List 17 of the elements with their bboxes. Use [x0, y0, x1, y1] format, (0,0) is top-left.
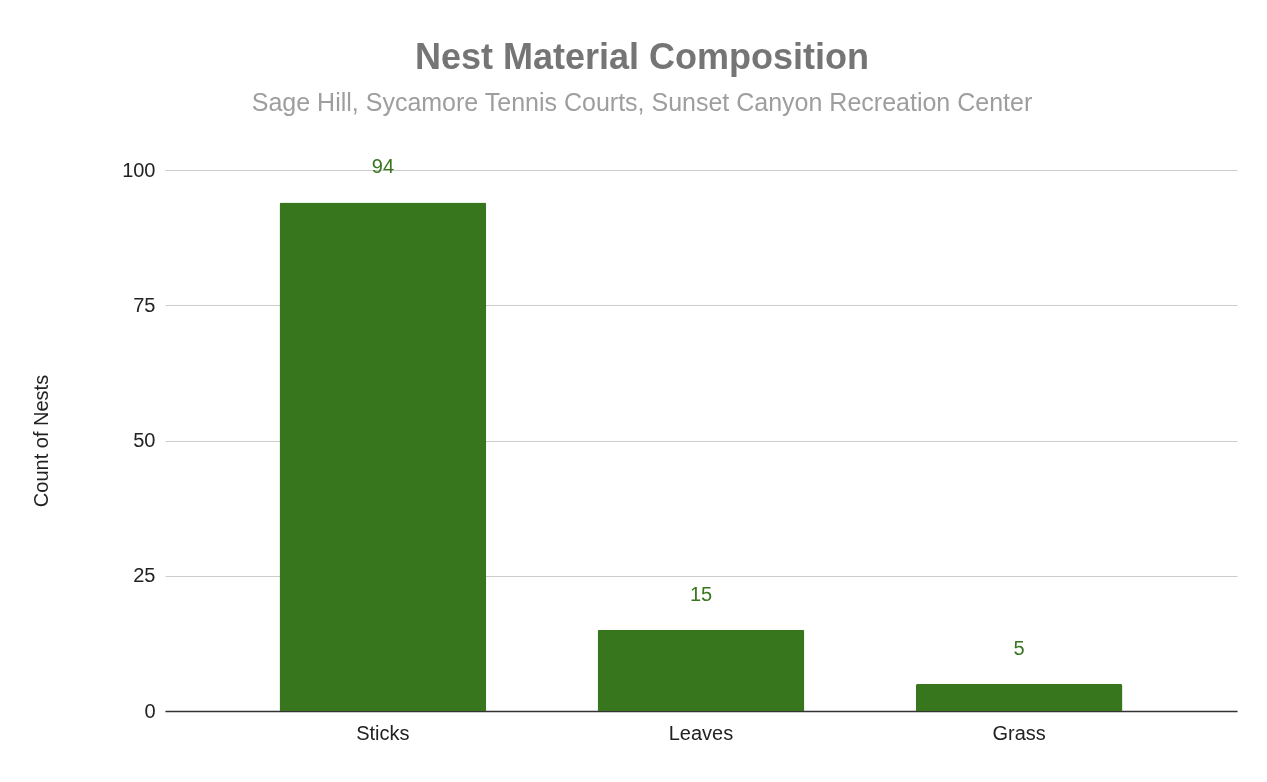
data-label: 5 — [1013, 636, 1025, 659]
y-tick-label: 100 — [122, 158, 156, 181]
bar — [597, 629, 805, 711]
bar — [279, 202, 487, 711]
chart-title: Nest Material Composition — [414, 36, 870, 78]
y-axis-title: Count of Nests — [30, 374, 53, 508]
y-tick-label: 25 — [133, 564, 156, 587]
y-tick-label: 75 — [133, 293, 156, 316]
data-label: 94 — [371, 155, 395, 178]
y-tick-label: 50 — [133, 429, 156, 451]
x-tick-label: Grass — [992, 721, 1046, 744]
x-tick-label: Leaves — [668, 721, 734, 744]
y-tick-label: 0 — [144, 699, 156, 722]
bar — [915, 683, 1123, 711]
data-label: 15 — [689, 582, 713, 605]
x-tick-label: Sticks — [356, 721, 410, 744]
chart-subtitle: Sage Hill, Sycamore Tennis Courts, Sunset Canyon Recreation Center — [251, 88, 1033, 117]
